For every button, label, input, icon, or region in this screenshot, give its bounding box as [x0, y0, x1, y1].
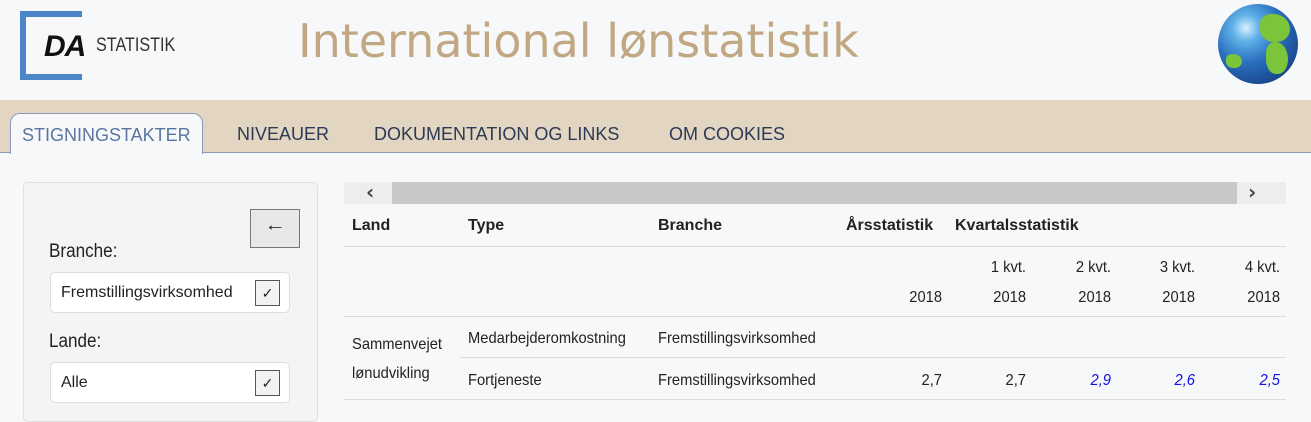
col-type: Type	[468, 217, 505, 234]
lande-label: Lande:	[49, 331, 102, 352]
cell-value: 2,5	[1259, 372, 1280, 389]
divider	[344, 399, 1286, 400]
cell-value: 2,7	[1005, 372, 1026, 389]
tab-stigningstakter[interactable]: STIGNINGSTAKTER	[10, 113, 203, 154]
scroll-left-icon[interactable]: ‹	[366, 180, 375, 204]
branche-select[interactable]: Fremstillingsvirksomhed ✓	[50, 272, 290, 313]
period-line2: 2018	[1247, 289, 1280, 306]
chevron-down-icon: ✓	[255, 280, 280, 306]
scrollbar-thumb[interactable]	[392, 182, 1237, 204]
cell-branche: Fremstillingsvirksomhed	[658, 372, 816, 389]
branche-label: Branche:	[49, 241, 118, 262]
cell-value: 2,9	[1090, 372, 1111, 389]
period-line2: 2018	[909, 289, 942, 306]
period-line1: 4 kvt.	[1244, 259, 1280, 276]
logo-bracket	[20, 11, 82, 80]
globe-icon	[1218, 4, 1298, 84]
page-title: International lønstatistik	[298, 14, 859, 68]
logo-text: STATISTIK	[96, 35, 176, 56]
col-branche: Branche	[658, 217, 723, 234]
arrow-left-icon: 🠀	[267, 218, 283, 239]
horizontal-scrollbar[interactable]: ‹ ›	[344, 180, 1286, 204]
period-line1: 2 kvt.	[1075, 259, 1111, 276]
cell-land: Sammenvejet lønudvikling	[352, 336, 443, 382]
col-land: Land	[352, 217, 391, 234]
divider	[344, 316, 1286, 317]
logo-mark: DA	[44, 30, 86, 63]
divider	[460, 357, 1286, 358]
tab-bar: STIGNINGSTAKTER NIVEAUER DOKUMENTATION O…	[0, 100, 1311, 154]
collapse-button[interactable]: 🠀	[250, 209, 300, 248]
lande-value: Alle	[61, 374, 88, 391]
lande-select[interactable]: Alle ✓	[50, 362, 290, 403]
tab-niveauer[interactable]: NIVEAUER	[237, 124, 330, 144]
col-aarsstatistik: Årsstatistik	[846, 217, 934, 234]
cell-branche: Fremstillingsvirksomhed	[658, 330, 816, 347]
period-line1: 1 kvt.	[990, 259, 1026, 276]
cell-type: Fortjeneste	[468, 372, 542, 389]
period-line2: 2018	[1078, 289, 1111, 306]
cell-value: 2,6	[1174, 372, 1195, 389]
period-line1: 3 kvt.	[1159, 259, 1195, 276]
period-line2: 2018	[993, 289, 1026, 306]
scroll-right-icon[interactable]: ›	[1248, 180, 1257, 204]
branche-value: Fremstillingsvirksomhed	[61, 284, 233, 301]
col-kvartalsstatistik: Kvartalsstatistik	[955, 217, 1079, 234]
cell-value: 2,7	[921, 372, 942, 389]
chevron-down-icon: ✓	[255, 370, 280, 396]
divider	[344, 246, 1286, 247]
tab-dokumentation[interactable]: DOKUMENTATION OG LINKS	[374, 124, 620, 144]
cell-type: Medarbejderomkostning	[468, 330, 626, 347]
period-line2: 2018	[1162, 289, 1195, 306]
tab-om-cookies[interactable]: OM COOKIES	[669, 124, 786, 144]
